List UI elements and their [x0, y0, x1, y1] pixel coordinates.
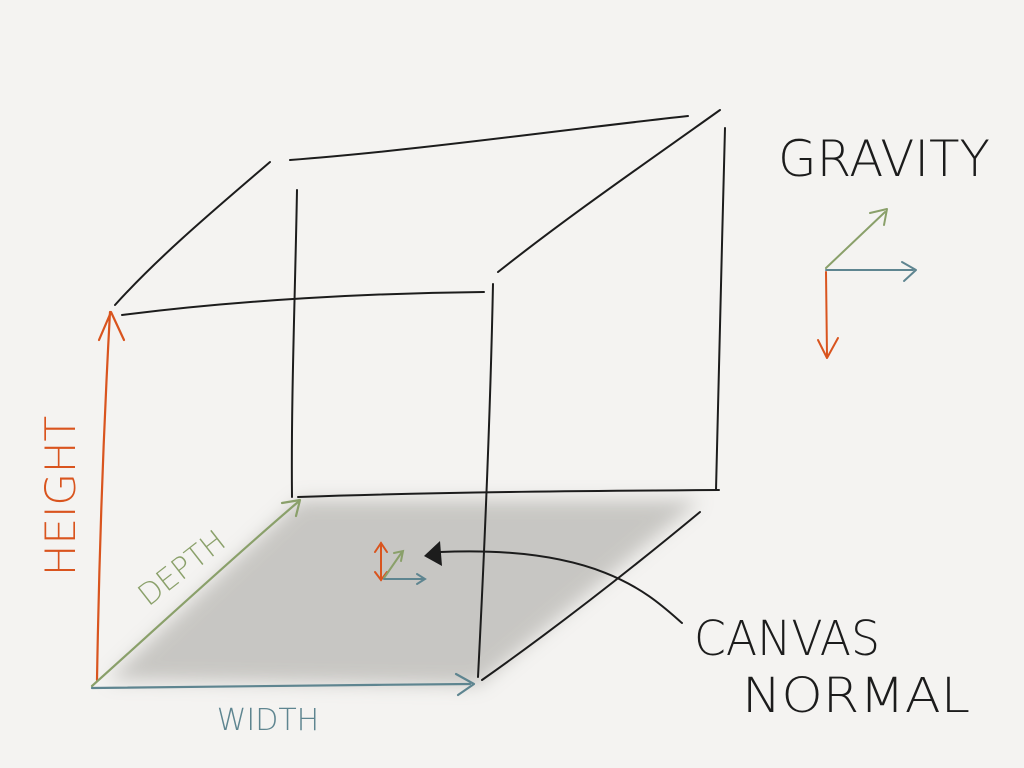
- top-right-edge: [497, 109, 721, 273]
- canvas-normal-pointer: [424, 541, 683, 624]
- gravity-label: GRAVITY: [778, 130, 990, 188]
- height-label: HEIGHT: [36, 416, 85, 576]
- canvas-label: CANVAS: [694, 611, 880, 667]
- top-back-edge: [289, 115, 689, 161]
- back-right-vertical: [715, 127, 726, 491]
- cube-wireframe: [114, 109, 726, 681]
- front-right-vertical: [477, 283, 494, 678]
- bottom-right-edge: [481, 511, 701, 681]
- back-bottom-edge: [297, 489, 720, 498]
- gravity-axes: [817, 208, 917, 359]
- normal-label: NORMAL: [742, 668, 970, 724]
- width-axis: WIDTH: [90, 672, 476, 738]
- height-axis: HEIGHT: [36, 310, 126, 682]
- back-left-vertical: [290, 189, 298, 498]
- width-label: WIDTH: [217, 703, 320, 738]
- canvas-normal-axes: [374, 541, 427, 585]
- pointer-arrowhead: [424, 541, 442, 566]
- top-left-edge: [114, 161, 271, 306]
- top-front-edge: [121, 291, 485, 316]
- floor-shading: [108, 500, 700, 685]
